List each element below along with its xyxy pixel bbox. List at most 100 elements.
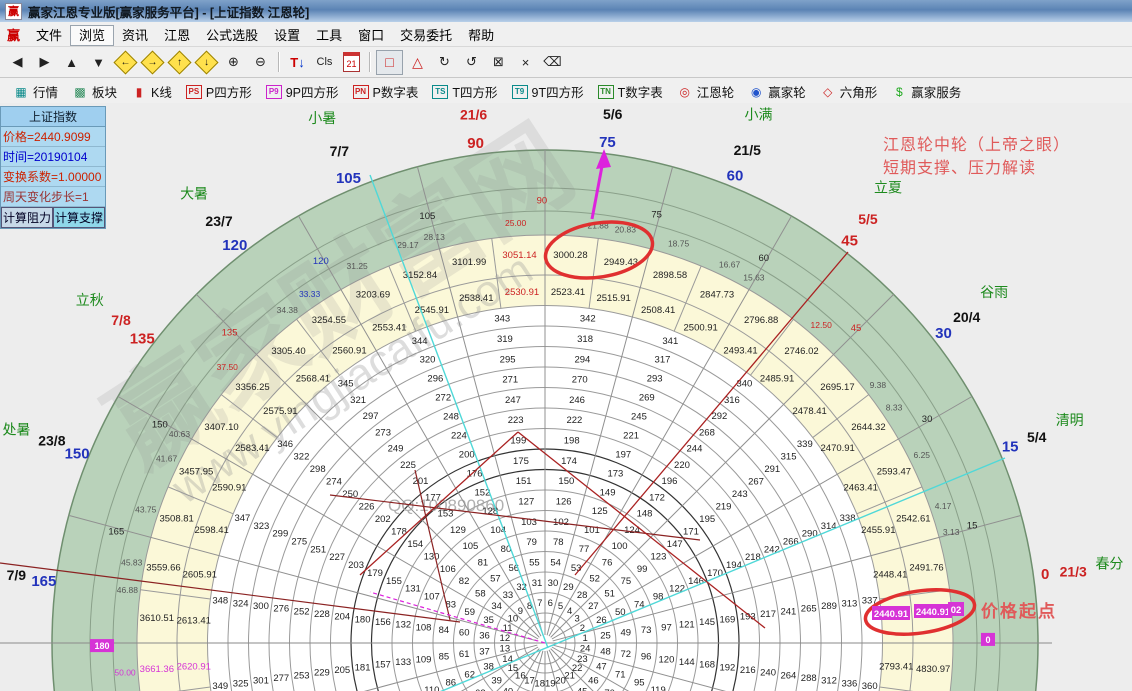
view-service-button[interactable]: $ 赢家服务 <box>884 82 968 101</box>
menu-item-2[interactable]: 浏览 <box>70 24 115 46</box>
view-P9-button[interactable]: P9 9P四方形 <box>259 82 346 101</box>
wheel-number: 38 <box>483 662 494 673</box>
up-arrow-head-icon <box>596 149 611 169</box>
rim-degree-label: 45 <box>841 232 858 249</box>
degree-label: 120 <box>313 256 329 267</box>
view-hexagon-button[interactable]: ◇ 六角形 <box>813 82 885 101</box>
view-gann-wheel-button[interactable]: ◎ 江恩轮 <box>670 82 742 101</box>
wheel-number: 80 <box>501 544 512 555</box>
menu-item-4[interactable]: 江恩 <box>164 27 191 43</box>
center-converge-button[interactable]: × <box>521 54 530 70</box>
box-select-button[interactable]: ⊠ <box>493 54 504 69</box>
cyan-trend-line <box>440 457 1006 691</box>
wheel-number: 275 <box>291 537 307 548</box>
menu-item-1[interactable]: 文件 <box>36 27 63 43</box>
menu-item-10[interactable]: 帮助 <box>468 27 495 43</box>
rotate-cw-button[interactable]: ↻ <box>439 54 450 69</box>
zoom-in-button[interactable]: ⊕ <box>228 54 239 69</box>
wheel-number: 47 <box>596 662 607 673</box>
arrow-left-button[interactable]: ◀ <box>12 54 23 69</box>
diamond-down-button[interactable]: ↓ <box>194 49 219 75</box>
diamond-left-button[interactable]: ← <box>113 49 138 75</box>
price-origin-value: 02 <box>951 605 962 616</box>
degree-label: 75 <box>651 210 662 221</box>
zigzag-line <box>359 431 519 576</box>
wheel-spoke <box>460 646 539 691</box>
calc-support-button[interactable]: 计算支撑 <box>53 207 105 228</box>
wheel-number: 205 <box>334 665 350 676</box>
calendar-button[interactable]: 21 <box>339 51 364 74</box>
zoom-out-button[interactable]: ⊖ <box>255 54 266 69</box>
wheel-spoke <box>416 166 544 636</box>
menu-item-5[interactable]: 公式选股 <box>206 27 259 43</box>
T9-icon: T9 <box>511 84 528 99</box>
wheel-number: 49 <box>621 628 632 639</box>
view-candle-button[interactable]: ▮ K线 <box>124 82 179 101</box>
degree-label: 30 <box>922 414 933 425</box>
wheel-number: 173 <box>607 468 623 479</box>
wheel-number: 71 <box>615 670 626 681</box>
percent-label: 20.83 <box>615 225 637 235</box>
wheel-number: 192 <box>719 662 735 673</box>
triangle-tool-button[interactable]: △ <box>412 53 423 70</box>
percent-label: 40.63 <box>169 429 191 439</box>
wheel-number: 289 <box>821 601 837 612</box>
wheel-number: 63 <box>475 688 486 691</box>
price-label-inner: 2605.91 <box>183 570 217 581</box>
view-blocks-button[interactable]: ▩ 板块 <box>65 82 124 101</box>
price-label-outer: 3101.99 <box>452 257 486 268</box>
price-label-inner: 2583.41 <box>235 443 269 454</box>
menu-item-6[interactable]: 设置 <box>274 27 301 43</box>
view-TS-button[interactable]: TS T四方形 <box>425 82 504 101</box>
maroon-trend-line <box>329 494 701 541</box>
percent-label: 3.13 <box>943 527 960 537</box>
rim-date-label: 7/9 <box>7 567 27 583</box>
view-PN-button[interactable]: PN P数字表 <box>346 82 426 101</box>
menu-item-8[interactable]: 窗口 <box>358 27 385 43</box>
view-winner-wheel-button[interactable]: ◉ 赢家轮 <box>741 82 813 101</box>
wheel-number: 16 <box>515 670 526 681</box>
arrow-up-button[interactable]: ▲ <box>65 54 78 70</box>
arrow-down-button[interactable]: ▼ <box>92 54 105 70</box>
price-spoke <box>491 238 502 309</box>
rotate-ccw-button[interactable]: ↺ <box>466 54 477 69</box>
price-label-outer: 3610.51 <box>140 613 174 624</box>
panel-row-1: 价格=2440.9099 <box>1 127 105 147</box>
wheel-number: 59 <box>464 607 475 618</box>
wheel-spoke <box>551 396 973 640</box>
clear-button[interactable]: ⌫ <box>543 54 562 69</box>
calc-resistance-button[interactable]: 计算阻力 <box>1 207 53 228</box>
menu-item-9[interactable]: 交易委托 <box>400 27 453 43</box>
wheel-number: 223 <box>508 415 524 426</box>
cls-button[interactable]: Cls <box>316 56 333 68</box>
price-label-outer: 2644.32 <box>851 422 885 433</box>
view-TN-button[interactable]: TN T数字表 <box>591 82 670 101</box>
diamond-up-button[interactable]: ↑ <box>167 49 192 75</box>
TS-icon: TS <box>432 84 449 99</box>
square-tool-button[interactable]: □ <box>376 49 403 75</box>
wheel-number: 45 <box>577 687 588 691</box>
wheel-number: 199 <box>510 436 526 447</box>
view-T9-button[interactable]: T9 9T四方形 <box>505 82 591 101</box>
t-updown-button[interactable]: T ↓ <box>285 51 310 74</box>
menu-item-7[interactable]: 工具 <box>316 27 343 43</box>
diamond-right-button[interactable]: → <box>140 49 165 75</box>
wheel-number: 200 <box>459 449 475 460</box>
wheel-number: 242 <box>764 544 780 555</box>
wheel-number: 174 <box>561 456 577 467</box>
menu-item-3[interactable]: 资讯 <box>122 27 149 43</box>
wheel-number: 81 <box>478 557 489 568</box>
wheel-number: 181 <box>355 662 371 673</box>
arrow-right-button[interactable]: ▶ <box>39 54 50 69</box>
view-grid-button[interactable]: ▦ 行情 <box>6 82 65 101</box>
rim-date-label: 7/7 <box>330 143 350 159</box>
price-spoke <box>176 686 211 691</box>
wheel-number: 229 <box>314 668 330 679</box>
price-label-outer: 3508.81 <box>159 513 193 524</box>
wheel-number: 218 <box>745 552 761 563</box>
price-origin-value: 2440.91 <box>916 607 951 618</box>
view-PS-button[interactable]: PS P四方形 <box>179 82 259 101</box>
wheel-number: 323 <box>253 521 269 532</box>
panel-row-4: 周天变化步长=1 <box>1 187 105 207</box>
chart-area[interactable]: 赢家财富网 www.yingjiacaifu.com QQ:100890860 1 2 3… <box>0 103 1132 691</box>
